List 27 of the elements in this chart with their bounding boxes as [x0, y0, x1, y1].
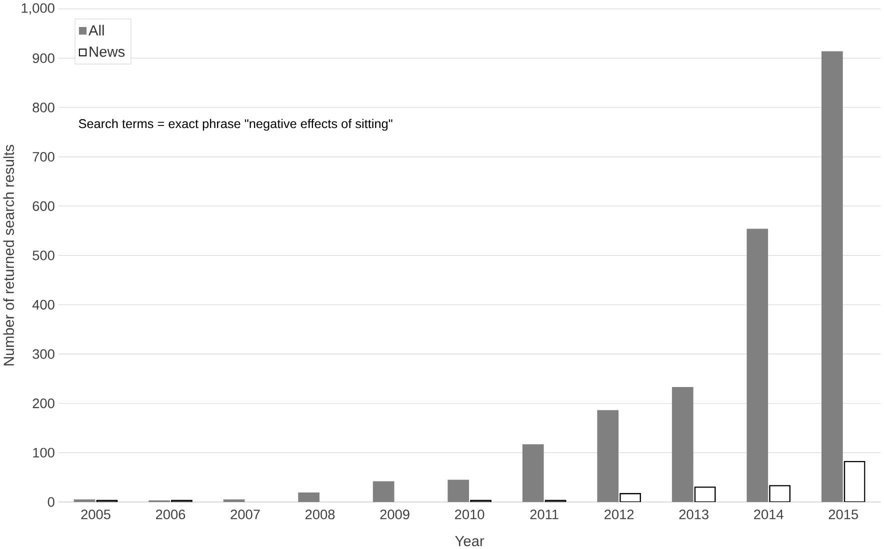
y-tick-label: 900	[32, 53, 54, 63]
x-tick-label: 2005	[81, 509, 110, 520]
x-tick-label: 2011	[530, 509, 558, 520]
x-axis-title: Year	[455, 536, 484, 546]
x-tick-label: 2006	[156, 509, 186, 520]
legend-label: News	[90, 46, 125, 57]
y-tick-label: 1,000	[22, 3, 54, 14]
x-tick-label: 2015	[828, 509, 858, 520]
x-tick-label: 2009	[380, 509, 410, 520]
y-tick-label: 500	[32, 250, 54, 260]
x-tick-label: 2007	[230, 509, 260, 520]
y-tick-label: 700	[32, 152, 54, 162]
x-tick-label: 2012	[604, 509, 634, 520]
y-tick-label: 0	[48, 496, 54, 507]
annotation: Search terms = exact phrase "negative effects of sitting"	[78, 118, 392, 130]
y-tick-label: 800	[32, 102, 54, 112]
x-tick-label: 2008	[306, 509, 335, 520]
y-axis-title: Number of returned search results	[3, 144, 14, 366]
x-tick-label: 2010	[455, 509, 484, 520]
y-tick-label: 400	[32, 300, 54, 310]
y-tick-label: 300	[32, 348, 54, 359]
y-tick-label: 200	[32, 398, 54, 408]
x-tick-label: 2013	[679, 509, 708, 520]
y-tick-label: 600	[32, 201, 54, 211]
y-tick-label: 100	[33, 448, 54, 458]
x-tick-label: 2014	[754, 509, 784, 520]
legend-label: All	[88, 24, 104, 36]
